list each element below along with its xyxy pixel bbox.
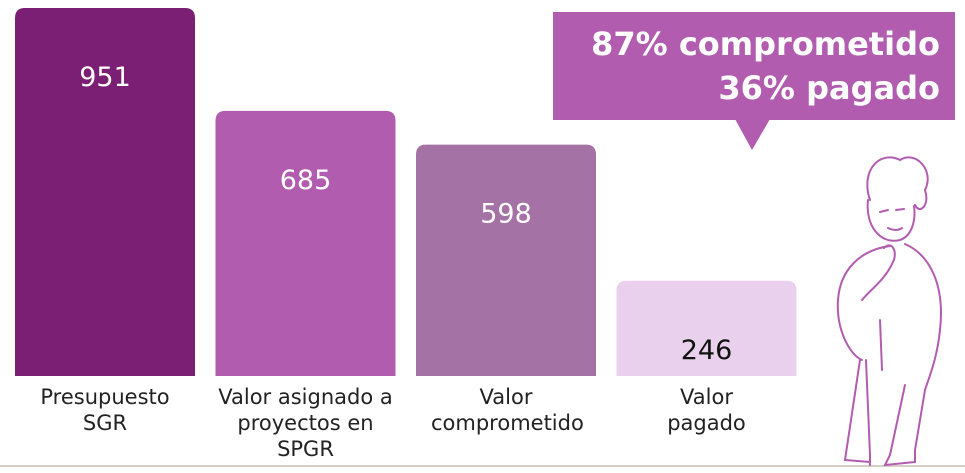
callout-line: 87% comprometido xyxy=(591,25,940,63)
value-label: 246 xyxy=(681,335,733,366)
value-label: 685 xyxy=(280,165,332,196)
category-label: Valor asignado a proyectos en SPGR xyxy=(211,384,401,462)
callout: 87% comprometido 36% pagado xyxy=(553,12,955,150)
category-label: Presupuesto SGR xyxy=(30,384,180,436)
callout-tail xyxy=(735,119,770,150)
bar xyxy=(216,111,396,376)
category-label: Valor comprometido xyxy=(431,384,581,436)
thinking-person xyxy=(838,157,941,465)
infographic: 87% comprometido 36% pagado 951 685 598 246… xyxy=(0,0,965,473)
value-label: 951 xyxy=(79,62,131,93)
callout-line: 36% pagado xyxy=(718,69,940,107)
value-label: 598 xyxy=(480,199,532,230)
category-label: Valor pagado xyxy=(662,384,752,436)
bar xyxy=(416,145,596,376)
